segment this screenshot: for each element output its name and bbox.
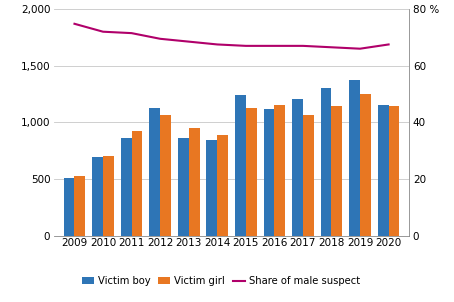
Bar: [321, 88, 331, 236]
Share of male suspect: [186, 40, 192, 43]
Bar: [74, 176, 85, 236]
Share of male suspect: [158, 37, 163, 40]
Share of male suspect: [129, 31, 134, 35]
Share of male suspect: [72, 22, 77, 26]
Bar: [389, 107, 400, 236]
Bar: [246, 108, 257, 236]
Bar: [378, 105, 389, 236]
Bar: [207, 140, 217, 236]
Share of male suspect: [300, 44, 306, 48]
Share of male suspect: [386, 43, 391, 46]
Bar: [103, 156, 114, 236]
Bar: [235, 95, 246, 236]
Bar: [303, 115, 314, 236]
Bar: [178, 138, 189, 236]
Bar: [132, 131, 143, 236]
Legend: Victim boy, Victim girl, Share of male suspect: Victim boy, Victim girl, Share of male s…: [78, 272, 364, 290]
Bar: [189, 128, 200, 236]
Bar: [64, 178, 74, 236]
Share of male suspect: [100, 30, 106, 34]
Bar: [292, 98, 303, 236]
Bar: [331, 107, 342, 236]
Share of male suspect: [357, 47, 363, 50]
Bar: [217, 135, 228, 236]
Share of male suspect: [243, 44, 248, 48]
Bar: [263, 109, 274, 236]
Share of male suspect: [329, 46, 334, 49]
Share of male suspect: [215, 43, 220, 46]
Bar: [149, 108, 160, 236]
Bar: [160, 115, 171, 236]
Bar: [92, 157, 103, 236]
Bar: [349, 80, 360, 236]
Share of male suspect: [271, 44, 277, 48]
Line: Share of male suspect: Share of male suspect: [74, 24, 389, 49]
Bar: [121, 138, 132, 236]
Bar: [274, 105, 285, 236]
Bar: [360, 94, 371, 236]
